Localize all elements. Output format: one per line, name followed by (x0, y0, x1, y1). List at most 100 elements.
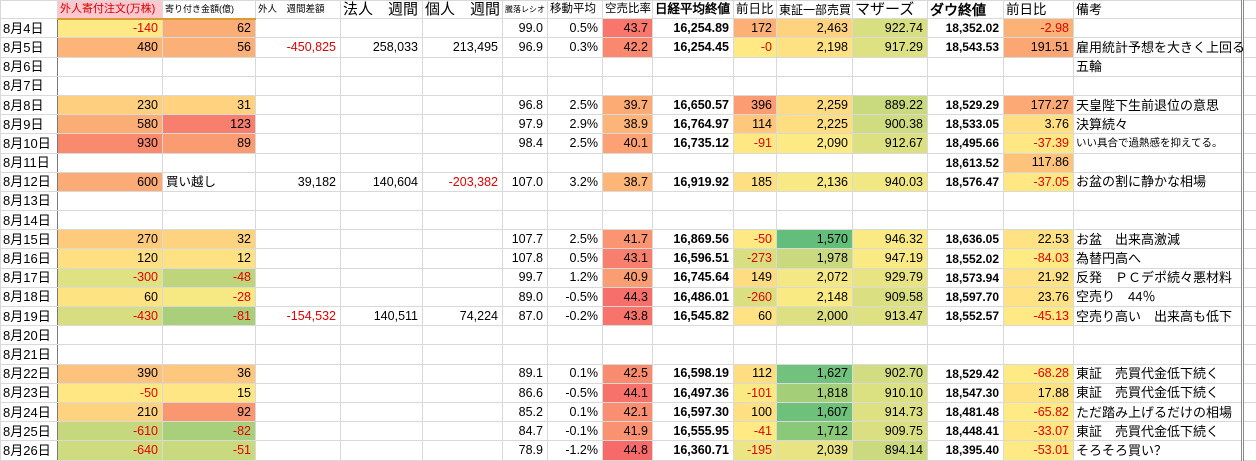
cell-kojin_week[interactable]: -203,382 (422, 171, 503, 192)
date-cell[interactable]: 8月14日 (0, 210, 58, 231)
cell-ratio[interactable]: 84.7 (502, 421, 548, 442)
cell-yoritsuki[interactable]: 15 (162, 382, 256, 403)
date-cell[interactable]: 8月20日 (0, 325, 58, 346)
cell-kojin_week[interactable] (422, 210, 503, 231)
cell-nikkei[interactable]: 16,254.45 (652, 37, 734, 58)
cell-gaijin[interactable]: -430 (57, 305, 163, 327)
cell-ratio[interactable]: 107.0 (502, 171, 548, 192)
column-header-foreign-orders[interactable]: 外人寄付注文(万株) (57, 0, 163, 20)
cell-short[interactable]: 44.3 (602, 286, 653, 308)
column-header-date[interactable] (0, 0, 58, 20)
cell-ma[interactable] (547, 344, 603, 365)
cell-hojin_week[interactable] (340, 440, 423, 461)
cell-dow[interactable]: 18,481.48 (927, 401, 1004, 423)
cell-tosho[interactable]: 1,570 (776, 229, 853, 250)
cell-ratio[interactable]: 96.8 (502, 94, 548, 116)
cell-hojin_week[interactable] (340, 363, 423, 384)
cell-mothers[interactable] (852, 325, 928, 346)
cell-dow[interactable]: 18,597.70 (927, 286, 1004, 308)
cell-tosho[interactable]: 2,090 (776, 133, 853, 154)
cell-ma[interactable]: 0.1% (547, 363, 603, 384)
cell-kojin_week[interactable] (422, 286, 503, 308)
cell-tosho[interactable] (776, 152, 853, 173)
cell-dow_chg[interactable]: -37.05 (1003, 171, 1074, 192)
cell-ma[interactable]: -0.2% (547, 305, 603, 327)
date-cell[interactable]: 8月19日 (0, 305, 58, 327)
cell-remarks[interactable] (1073, 325, 1243, 346)
cell-hojin_week[interactable] (340, 229, 423, 250)
cell-mothers[interactable] (852, 190, 928, 212)
cell-nikkei_chg[interactable]: 149 (733, 267, 777, 288)
cell-nikkei[interactable] (652, 210, 734, 231)
cell-gaijin_week[interactable] (255, 210, 341, 231)
cell-mothers[interactable]: 909.75 (852, 421, 928, 442)
column-header-remarks[interactable]: 備考 (1073, 0, 1243, 20)
column-header-nikkei-change[interactable]: 前日比 (733, 0, 777, 20)
cell-nikkei_chg[interactable]: -195 (733, 440, 777, 461)
cell-gaijin_week[interactable] (255, 363, 341, 384)
cell-nikkei_chg[interactable]: -91 (733, 133, 777, 154)
cell-nikkei[interactable]: 16,254.89 (652, 18, 734, 39)
cell-dow[interactable]: 18,448.41 (927, 421, 1004, 442)
cell-nikkei[interactable]: 16,597.30 (652, 401, 734, 423)
cell-gaijin[interactable]: 210 (57, 401, 163, 423)
cell-tosho[interactable]: 1,712 (776, 421, 853, 442)
cell-dow_chg[interactable] (1003, 210, 1074, 231)
cell-nikkei[interactable]: 16,919.92 (652, 171, 734, 192)
cell-ratio[interactable]: 96.9 (502, 37, 548, 58)
cell-short[interactable]: 42.2 (602, 37, 653, 58)
date-cell[interactable]: 8月11日 (0, 152, 58, 173)
cell-nikkei_chg[interactable]: 185 (733, 171, 777, 192)
column-header-nikkei-close[interactable]: 日経平均終値 (652, 0, 734, 20)
cell-dow_chg[interactable]: 177.27 (1003, 94, 1074, 116)
cell-yoritsuki[interactable] (162, 325, 256, 346)
date-cell[interactable]: 8月12日 (0, 171, 58, 192)
cell-gaijin_week[interactable]: -154,532 (255, 305, 341, 327)
cell-short[interactable] (602, 75, 653, 96)
cell-hojin_week[interactable] (340, 267, 423, 288)
cell-nikkei_chg[interactable]: -260 (733, 286, 777, 308)
cell-dow[interactable]: 18,613.52 (927, 152, 1004, 173)
cell-ratio[interactable]: 78.9 (502, 440, 548, 461)
cell-dow_chg[interactable]: -45.13 (1003, 305, 1074, 327)
cell-yoritsuki[interactable]: 123 (162, 114, 256, 135)
cell-ratio[interactable] (502, 344, 548, 365)
cell-yoritsuki[interactable]: 62 (162, 18, 256, 39)
cell-tosho[interactable]: 2,000 (776, 305, 853, 327)
cell-nikkei[interactable]: 16,650.57 (652, 94, 734, 116)
cell-tosho[interactable] (776, 56, 853, 77)
cell-dow[interactable]: 18,352.02 (927, 18, 1004, 39)
cell-dow[interactable]: 18,529.42 (927, 363, 1004, 384)
cell-tosho[interactable] (776, 325, 853, 346)
cell-mothers[interactable] (852, 75, 928, 96)
cell-dow[interactable]: 18,547.30 (927, 382, 1004, 403)
cell-nikkei_chg[interactable] (733, 210, 777, 231)
cell-nikkei_chg[interactable]: 112 (733, 363, 777, 384)
date-cell[interactable]: 8月22日 (0, 363, 58, 384)
cell-ma[interactable]: 1.2% (547, 267, 603, 288)
cell-remarks[interactable]: ただ踏み上げるだけの相場 (1073, 401, 1243, 423)
cell-ratio[interactable]: 97.9 (502, 114, 548, 135)
date-cell[interactable]: 8月13日 (0, 190, 58, 212)
cell-remarks[interactable]: 雇用統計予想を大きく上回る (1073, 37, 1245, 58)
cell-mothers[interactable]: 910.10 (852, 382, 928, 403)
cell-dow_chg[interactable]: 21.92 (1003, 267, 1074, 288)
cell-yoritsuki[interactable]: 31 (162, 94, 256, 116)
cell-nikkei_chg[interactable] (733, 344, 777, 365)
date-cell[interactable]: 8月10日 (0, 133, 58, 154)
cell-nikkei[interactable] (652, 56, 734, 77)
cell-nikkei[interactable] (652, 75, 734, 96)
cell-hojin_week[interactable] (340, 75, 423, 96)
cell-remarks[interactable]: 五輪 (1073, 56, 1243, 77)
cell-dow_chg[interactable]: -37.39 (1003, 133, 1074, 154)
cell-nikkei_chg[interactable]: -50 (733, 229, 777, 250)
cell-ratio[interactable]: 89.1 (502, 363, 548, 384)
cell-hojin_week[interactable] (340, 248, 423, 269)
column-header-individual-weekly[interactable]: 個人 週間 (422, 0, 503, 20)
cell-tosho[interactable]: 2,225 (776, 114, 853, 135)
cell-ratio[interactable]: 86.6 (502, 382, 548, 403)
cell-nikkei_chg[interactable]: 396 (733, 94, 777, 116)
cell-mothers[interactable]: 929.79 (852, 267, 928, 288)
cell-short[interactable]: 42.5 (602, 363, 653, 384)
cell-gaijin_week[interactable] (255, 401, 341, 423)
